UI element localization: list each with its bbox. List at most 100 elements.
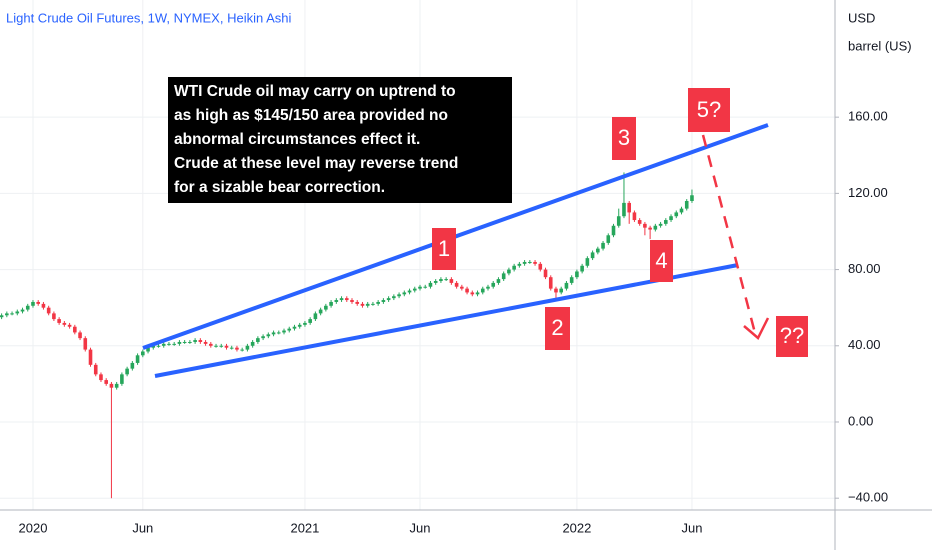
candle-body	[219, 345, 224, 347]
candle-body	[512, 265, 516, 270]
candle-body	[78, 332, 82, 339]
candle-body	[664, 220, 668, 224]
candle-body	[287, 328, 292, 331]
candle-body	[266, 334, 271, 337]
y-tick-label: −40.00	[848, 490, 888, 505]
candle-body	[151, 345, 156, 348]
candle-body	[276, 332, 281, 334]
candle-body	[52, 313, 56, 320]
candle-body	[193, 340, 197, 342]
candle-body	[67, 324, 72, 327]
x-tick-label: Jun	[681, 520, 702, 535]
candle-body	[292, 326, 297, 329]
candles	[0, 172, 694, 499]
candle-body	[235, 347, 239, 350]
candle-body	[99, 374, 103, 381]
candle-body	[214, 345, 218, 347]
candle-body	[590, 252, 595, 259]
candle-body	[616, 216, 621, 226]
candle-body	[114, 383, 119, 388]
candle-body	[423, 286, 428, 288]
candle-body	[632, 212, 637, 221]
candle-body	[350, 300, 354, 302]
axis-labels: −40.00 0.00 40.00 80.00 120.00 160.00 2020 Jun 2…	[19, 109, 889, 536]
candle-body	[209, 343, 213, 346]
candle-body	[256, 338, 260, 342]
candle-body	[381, 300, 386, 302]
candle-body	[334, 300, 339, 302]
candle-body	[203, 341, 208, 344]
candle-body	[611, 225, 616, 236]
candle-body	[224, 345, 229, 348]
candle-body	[188, 341, 192, 343]
candle-body	[444, 279, 448, 281]
candle-body	[407, 290, 412, 293]
y-tick-label: 120.00	[848, 185, 888, 200]
candle-body	[522, 261, 527, 264]
annotation-line: Crude at these level may reverse trend	[174, 155, 458, 172]
wave-label: 3	[618, 125, 630, 150]
lower-trendline	[154, 263, 739, 378]
candle-body	[580, 265, 584, 272]
x-tick-label: Jun	[132, 520, 153, 535]
candle-body	[564, 282, 569, 289]
candle-body	[313, 313, 318, 320]
candle-body	[130, 362, 135, 369]
projection-arrow	[743, 317, 770, 340]
candle-body	[658, 223, 663, 226]
projection-line	[701, 134, 757, 334]
candle-body	[533, 261, 537, 264]
candle-body	[653, 225, 658, 230]
candle-body	[371, 303, 375, 305]
wave-label: 1	[438, 236, 450, 261]
candle-body	[318, 309, 323, 314]
candle-body	[575, 271, 579, 278]
candle-body	[397, 294, 401, 297]
candle-body	[240, 349, 244, 351]
candle-body	[428, 282, 433, 287]
candle-body	[439, 279, 443, 282]
candle-body	[261, 336, 265, 339]
candle-body	[36, 301, 41, 304]
candle-body	[271, 332, 276, 335]
candle-body	[585, 258, 590, 266]
candle-body	[355, 301, 360, 304]
wave-label: 2	[551, 315, 563, 340]
candle-body	[554, 288, 558, 293]
candle-body	[229, 347, 234, 349]
wave-label: 4	[655, 248, 667, 273]
candle-body	[538, 263, 543, 270]
candle-body	[622, 202, 626, 217]
candle-body	[182, 341, 187, 343]
candle-body	[643, 223, 647, 228]
candle-body	[120, 374, 124, 384]
candle-body	[606, 235, 611, 243]
candle-body	[365, 303, 370, 306]
wave-label-box	[776, 316, 808, 357]
annotation-line: WTI Crude oil may carry on uptrend to	[174, 83, 456, 100]
candle-body	[501, 273, 506, 280]
candle-body	[250, 341, 255, 346]
x-tick-label: Jun	[410, 520, 431, 535]
annotation-line: abnormal circumstances effect it.	[174, 131, 420, 148]
candle-body	[486, 286, 490, 289]
candle-body	[88, 349, 93, 365]
candle-body	[329, 301, 333, 306]
candle-body	[308, 319, 312, 323]
candle-body	[20, 309, 25, 312]
candle-body	[684, 200, 689, 209]
wave-label-box	[650, 240, 673, 282]
wave-label-box	[688, 88, 730, 132]
y-tick-label: 80.00	[848, 261, 881, 276]
candle-body	[496, 279, 501, 283]
x-tick-label: 2022	[562, 520, 591, 535]
candle-body	[41, 303, 46, 308]
candle-body	[198, 340, 203, 342]
candle-body	[517, 263, 522, 266]
axis-unit: barrel (US)	[848, 38, 912, 53]
candle-body	[543, 269, 548, 278]
candle-body	[31, 301, 35, 306]
candle-body	[412, 288, 417, 291]
candle-body	[386, 298, 391, 301]
